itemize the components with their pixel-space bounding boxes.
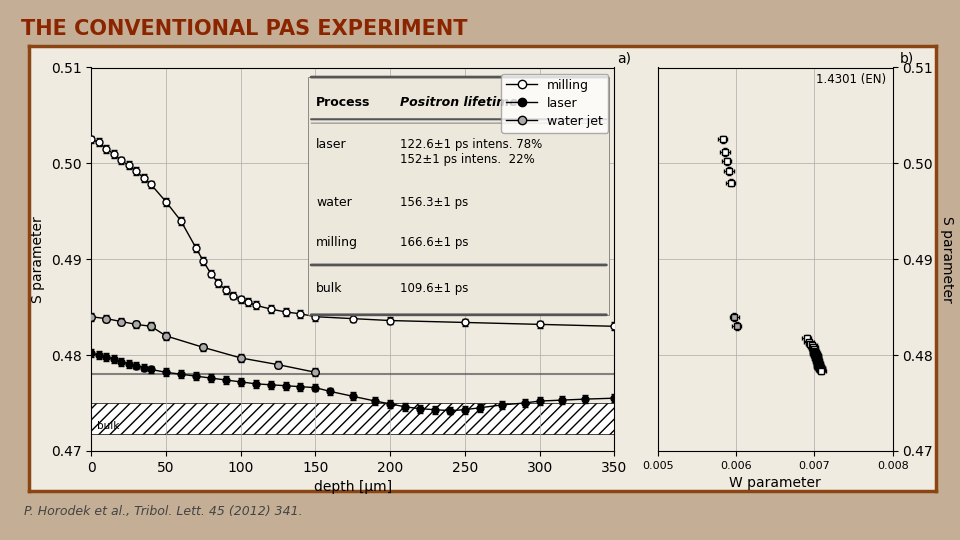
Text: THE CONVENTIONAL PAS EXPERIMENT: THE CONVENTIONAL PAS EXPERIMENT — [21, 19, 468, 39]
Text: 122.6±1 ps intens. 78%
152±1 ps intens.  22%: 122.6±1 ps intens. 78% 152±1 ps intens. … — [400, 138, 542, 166]
Text: bulk: bulk — [97, 421, 120, 431]
Text: Positron lifetimes: Positron lifetimes — [400, 96, 525, 109]
Text: b): b) — [900, 52, 914, 65]
FancyBboxPatch shape — [308, 77, 610, 315]
X-axis label: W parameter: W parameter — [730, 476, 821, 490]
Y-axis label: S parameter: S parameter — [31, 216, 45, 302]
Text: P. Horodek et al., Tribol. Lett. 45 (2012) 341.: P. Horodek et al., Tribol. Lett. 45 (201… — [24, 505, 302, 518]
Y-axis label: S parameter: S parameter — [940, 216, 954, 302]
Text: Process: Process — [316, 96, 371, 109]
Text: laser: laser — [316, 138, 347, 151]
Legend: milling, laser, water jet: milling, laser, water jet — [501, 74, 608, 133]
Text: bulk: bulk — [316, 282, 343, 295]
Bar — [91, 403, 614, 434]
Text: 109.6±1 ps: 109.6±1 ps — [400, 282, 468, 295]
Text: 156.3±1 ps: 156.3±1 ps — [400, 196, 468, 209]
X-axis label: depth [μm]: depth [μm] — [314, 480, 392, 494]
Text: 166.6±1 ps: 166.6±1 ps — [400, 236, 468, 249]
Text: a): a) — [617, 52, 631, 65]
Text: 1.4301 (EN): 1.4301 (EN) — [816, 73, 886, 86]
Text: water: water — [316, 196, 352, 209]
Text: milling: milling — [316, 236, 358, 249]
